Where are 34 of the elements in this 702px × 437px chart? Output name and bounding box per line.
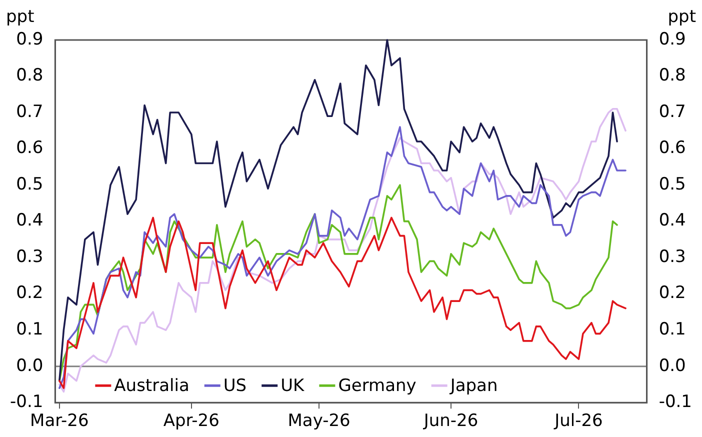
y2-tick-label: 0.0 xyxy=(658,356,686,376)
y2-tick-label: 0.6 xyxy=(658,138,686,158)
y-tick-label: 0.6 xyxy=(16,138,44,158)
x-tick-label: May-26 xyxy=(288,411,350,432)
y-axis-title: ppt xyxy=(6,6,35,27)
y-tick-label: 0.1 xyxy=(16,320,44,340)
y-tick-label: 0.7 xyxy=(16,102,44,122)
y-tick-label: -0.1 xyxy=(10,392,44,412)
y-tick-label: 0.2 xyxy=(16,283,44,304)
y-tick-label: 0.0 xyxy=(16,356,44,376)
y2-tick-label: 0.9 xyxy=(658,29,686,50)
y2-tick-label: 0.3 xyxy=(658,246,686,267)
legend-label: Germany xyxy=(338,376,416,396)
y2-tick-label: 0.7 xyxy=(658,102,686,122)
y-tick-label: 0.4 xyxy=(16,210,44,231)
y2-tick-label: 0.1 xyxy=(658,320,686,340)
y2-axis-title: ppt xyxy=(668,6,696,27)
legend-label: Japan xyxy=(449,376,498,396)
x-tick-label: Jun-26 xyxy=(422,411,478,432)
legend-label: US xyxy=(223,376,247,396)
y2-tick-label: 0.5 xyxy=(658,174,686,194)
y2-tick-label: 0.8 xyxy=(658,66,686,86)
y2-tick-label: 0.4 xyxy=(658,210,686,231)
x-tick-label: Mar-26 xyxy=(30,411,89,432)
x-tick-label: Apr-26 xyxy=(163,411,220,432)
y-tick-label: 0.5 xyxy=(16,174,44,194)
y-tick-label: 0.9 xyxy=(16,29,44,50)
legend-label: UK xyxy=(280,376,306,396)
y2-tick-label: 0.2 xyxy=(658,283,686,304)
y2-tick-label: -0.1 xyxy=(658,392,692,412)
legend-label: Australia xyxy=(114,376,190,396)
x-tick-label: Jul-26 xyxy=(554,411,603,432)
y-tick-label: 0.8 xyxy=(16,66,44,86)
y-tick-label: 0.3 xyxy=(16,246,44,267)
